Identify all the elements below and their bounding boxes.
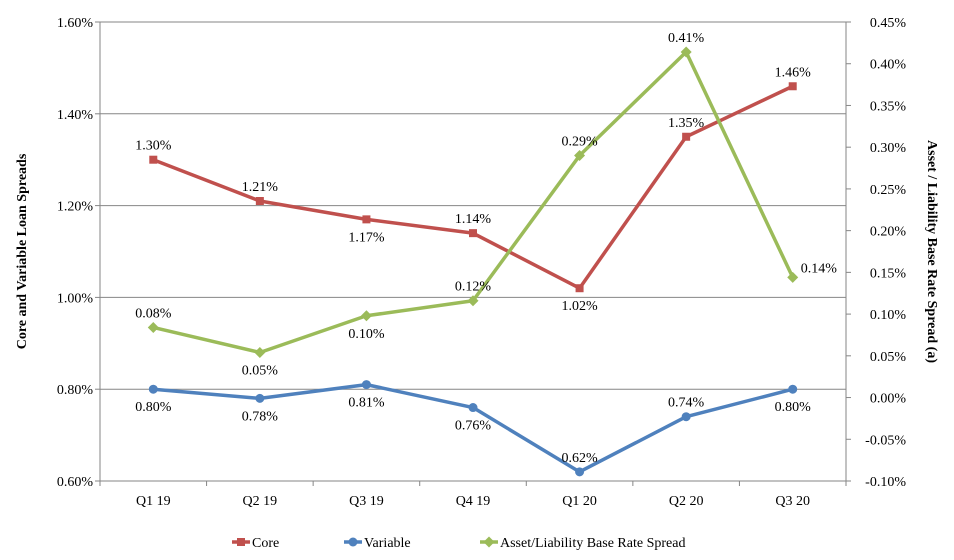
- data-label-core: 1.17%: [348, 230, 385, 245]
- data-label-core: 1.35%: [668, 116, 705, 131]
- x-tick-label: Q2 20: [669, 494, 704, 509]
- x-tick-label: Q3 19: [349, 494, 384, 509]
- x-tick-label: Q4 19: [456, 494, 491, 509]
- data-label-asset-liability: 0.10%: [348, 327, 385, 342]
- legend-label-asset-liability: Asset/Liability Base Rate Spread: [500, 536, 685, 551]
- data-label-variable: 0.76%: [455, 419, 492, 434]
- x-tick-label: Q3 20: [775, 494, 810, 509]
- data-label-variable: 0.62%: [561, 451, 598, 466]
- data-point-variable: [361, 380, 371, 390]
- data-point-core: [255, 197, 264, 206]
- data-point-core: [362, 215, 371, 224]
- left-tick-label: 1.20%: [57, 200, 94, 215]
- data-label-core: 1.30%: [135, 139, 172, 154]
- data-label-core: 1.14%: [455, 212, 492, 227]
- left-tick-label: 1.60%: [57, 16, 94, 31]
- legend-label-core: Core: [252, 536, 279, 551]
- right-axis-title: Asset / Liability Base Rate Spread (a): [924, 140, 939, 363]
- right-tick-label: 0.35%: [870, 99, 907, 114]
- data-label-asset-liability: 0.12%: [455, 280, 492, 295]
- gridlines: [100, 21, 846, 482]
- data-point-variable: [575, 467, 585, 477]
- data-label-core: 1.46%: [775, 65, 812, 80]
- data-point-core: [149, 155, 158, 164]
- legend-marker-variable: [348, 537, 358, 547]
- data-point-core: [788, 82, 797, 91]
- x-tick-label: Q1 19: [136, 494, 171, 509]
- data-label-variable: 0.74%: [668, 396, 705, 411]
- right-tick-label: 0.00%: [870, 392, 907, 407]
- data-labels: 1.30% 1.21% 1.17% 1.14% 1.02% 1.35% 1.46% 0.80%…: [135, 31, 837, 466]
- data-label-variable: 0.80%: [775, 400, 812, 415]
- data-label-variable: 0.78%: [242, 409, 279, 424]
- left-tick-label: 0.60%: [57, 475, 94, 490]
- right-tick-label: 0.05%: [870, 350, 907, 365]
- x-tick-label: Q1 20: [562, 494, 597, 509]
- data-point-variable: [788, 384, 798, 394]
- data-point-core: [469, 229, 477, 238]
- data-label-core: 1.02%: [561, 299, 598, 314]
- data-label-variable: 0.80%: [135, 400, 172, 415]
- right-tick-label: 0.45%: [870, 16, 907, 31]
- right-tick-label: 0.40%: [870, 58, 907, 73]
- data-label-core: 1.21%: [242, 180, 279, 195]
- series-layer: [147, 46, 799, 477]
- data-point-asset-liability: [680, 46, 692, 58]
- right-tick-label: 0.20%: [870, 225, 907, 240]
- right-tick-label: 0.10%: [870, 308, 907, 323]
- legend-label-variable: Variable: [364, 536, 411, 551]
- data-label-asset-liability: 0.05%: [242, 363, 279, 378]
- data-label-asset-liability: 0.29%: [561, 135, 598, 150]
- x-tick-label: Q2 19: [243, 494, 278, 509]
- data-point-asset-liability: [147, 321, 159, 333]
- data-point-asset-liability: [360, 310, 372, 322]
- data-point-core: [575, 284, 584, 293]
- axes: 0.60% 0.80% 1.00% 1.20% 1.40% 1.60% -0.10% -0.0…: [15, 16, 939, 509]
- right-tick-label: -0.10%: [865, 475, 906, 490]
- data-point-variable: [468, 403, 478, 413]
- legend-marker-core: [237, 538, 245, 546]
- data-point-variable: [255, 393, 265, 403]
- data-label-asset-liability: 0.08%: [135, 306, 172, 321]
- left-tick-label: 1.40%: [57, 108, 94, 123]
- legend-marker-asset-liability: [483, 536, 495, 548]
- left-axis-title: Core and Variable Loan Spreads: [15, 153, 30, 349]
- left-tick-label: 0.80%: [57, 383, 94, 398]
- data-point-asset-liability: [574, 150, 586, 162]
- data-point-asset-liability: [467, 295, 479, 307]
- data-point-asset-liability: [254, 346, 266, 358]
- data-label-variable: 0.81%: [348, 396, 385, 411]
- right-tick-label: 0.25%: [870, 183, 907, 198]
- left-tick-label: 1.00%: [57, 291, 94, 306]
- data-point-variable: [148, 384, 158, 394]
- data-point-core: [682, 132, 691, 141]
- right-tick-label: 0.30%: [870, 141, 907, 156]
- data-label-asset-liability: 0.41%: [668, 31, 705, 46]
- data-point-variable: [681, 412, 691, 422]
- right-tick-label: 0.15%: [870, 266, 907, 281]
- legend: Core Variable Asset/Liability Base Rate Sp…: [232, 536, 685, 551]
- data-label-asset-liability: 0.14%: [801, 261, 838, 276]
- right-tick-label: -0.05%: [865, 433, 906, 448]
- series-line-asset-liability: [152, 50, 795, 355]
- data-point-asset-liability: [787, 271, 799, 283]
